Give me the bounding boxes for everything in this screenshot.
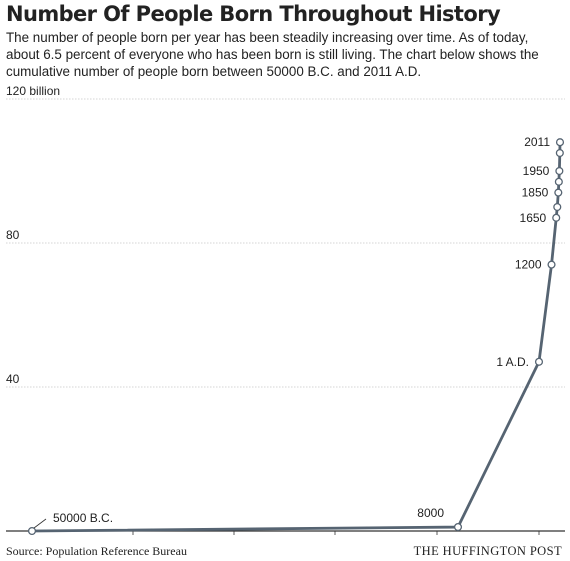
data-point (547, 260, 556, 269)
data-point (555, 148, 564, 158)
grid-lines (6, 98, 565, 532)
y-tick-label-40: 40 (6, 372, 20, 386)
data-point (534, 357, 544, 366)
point-label: 2011 (524, 135, 550, 149)
data-point (554, 177, 563, 186)
publisher-brand: THE HUFFINGTON POST (413, 544, 562, 558)
chart-title: Number Of People Born Throughout History (6, 2, 501, 26)
label-leader-line (33, 518, 47, 529)
y-tick-label-80: 80 (6, 228, 20, 242)
point-label: 1200 (515, 258, 542, 272)
point-label: 1850 (522, 186, 549, 200)
data-point (552, 213, 561, 222)
y-tick-labels: 40 80 120 billion (6, 84, 60, 386)
data-point (555, 166, 564, 176)
data-points (27, 138, 565, 536)
series-line (30, 140, 562, 533)
data-point (27, 526, 37, 536)
chart-subtitle: The number of people born per year has b… (6, 30, 539, 79)
point-label: 1650 (520, 211, 547, 225)
data-point (453, 522, 463, 532)
cumulative-births-line (30, 140, 562, 533)
data-point (553, 202, 562, 212)
point-label: 8000 (417, 506, 444, 520)
source-note: Source: Population Reference Bureau (6, 544, 187, 558)
y-tick-label-120: 120 billion (6, 84, 60, 98)
point-label: 1950 (523, 164, 550, 178)
data-point (554, 188, 563, 197)
point-label: 50000 B.C. (53, 511, 113, 525)
point-label: 1 A.D. (496, 355, 529, 369)
point-labels: 50000 B.C. 8000 1 A.D. 1200 1650 1850 1950 2011 (33, 135, 550, 529)
data-point (555, 138, 565, 147)
